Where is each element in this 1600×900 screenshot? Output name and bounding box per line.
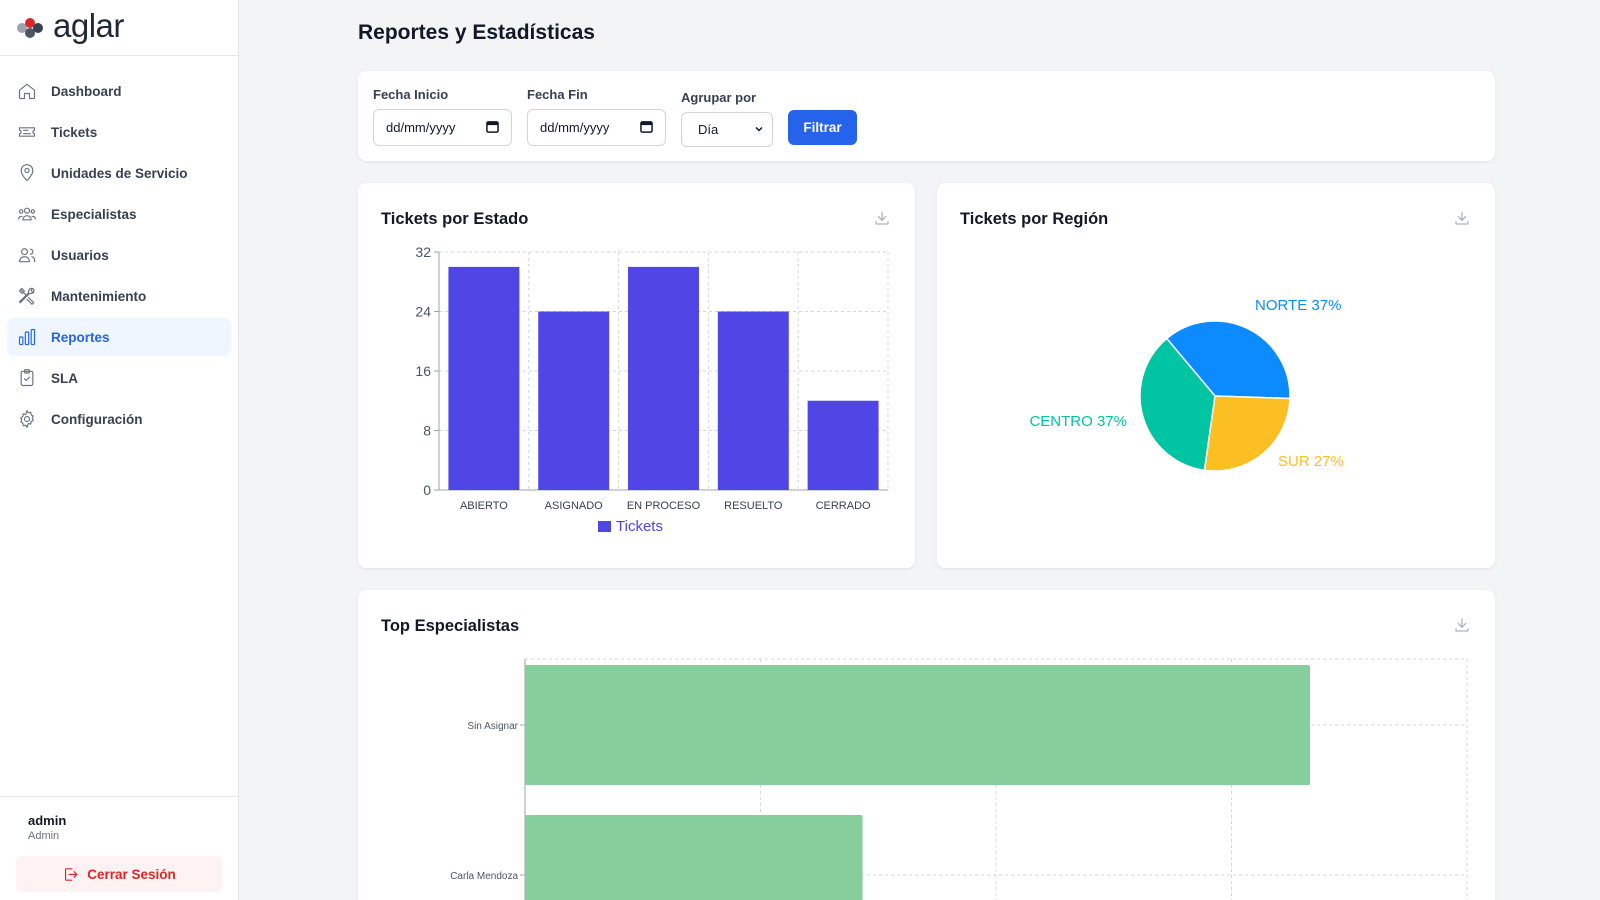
logo[interactable]: aglar	[0, 0, 238, 56]
sidebar-item-usuarios[interactable]: Usuarios	[7, 236, 231, 274]
tools-icon	[16, 285, 38, 307]
y-tick-label: 16	[415, 363, 431, 379]
card-title: Tickets por Estado	[381, 210, 529, 228]
legend-label: Tickets	[616, 518, 663, 535]
sidebar-item-reportes[interactable]: Reportes	[7, 318, 231, 356]
sidebar-item-label: Tickets	[51, 124, 98, 140]
user-block: admin Admin Cerrar Sesión	[0, 796, 238, 900]
tickets-by-state-card: Tickets por Estado 0 8 16 24 32 ABIERTO ASIGNA…	[358, 183, 915, 568]
pie-label: CENTRO 37%	[1029, 413, 1127, 430]
user-role: Admin	[28, 830, 60, 842]
bar-chart-icon	[16, 326, 38, 348]
top-specialists-chart: Sin Asignar Carla Mendoza	[450, 658, 1468, 900]
sidebar-item-label: SLA	[51, 370, 78, 386]
end-date-label: Fecha Fin	[527, 87, 588, 102]
bar	[448, 266, 520, 490]
sidebar: aglar Dashboard Tickets Unidades de Serv…	[0, 0, 239, 900]
x-tick-label: RESUELTO	[724, 500, 783, 512]
logo-text: aglar	[53, 7, 124, 44]
start-date-input[interactable]: dd/mm/yyyy	[373, 109, 512, 146]
x-tick-label: CERRADO	[816, 500, 871, 512]
sidebar-item-tickets[interactable]: Tickets	[7, 113, 231, 151]
sidebar-item-label: Configuración	[51, 411, 143, 427]
page-title: Reportes y Estadísticas	[358, 21, 595, 44]
group-by-select[interactable]: Día	[681, 112, 773, 147]
sidebar-item-configuracion[interactable]: Configuración	[7, 400, 231, 438]
bar	[525, 665, 1310, 785]
card-title: Tickets por Región	[960, 210, 1109, 228]
x-tick-label: ASIGNADO	[545, 500, 604, 512]
pie-slice	[1139, 337, 1216, 472]
sidebar-nav: Dashboard Tickets Unidades de Servicio E…	[0, 56, 238, 438]
sidebar-item-label: Especialistas	[51, 206, 137, 222]
pie-label: SUR 27%	[1278, 453, 1344, 470]
y-tick-label: Carla Mendoza	[450, 871, 518, 882]
users-group-icon	[16, 203, 38, 225]
pie-slice	[1165, 320, 1291, 400]
download-icon[interactable]	[1453, 209, 1473, 229]
clipboard-check-icon	[16, 367, 38, 389]
start-date-value: dd/mm/yyyy	[386, 120, 456, 135]
sidebar-item-sla[interactable]: SLA	[7, 359, 231, 397]
sidebar-item-label: Dashboard	[51, 83, 122, 99]
start-date-field: Fecha Inicio dd/mm/yyyy	[373, 87, 512, 146]
logout-label: Cerrar Sesión	[87, 866, 176, 882]
bar	[525, 815, 863, 900]
gear-icon	[16, 408, 38, 430]
map-pin-icon	[16, 162, 38, 184]
legend-swatch	[598, 521, 611, 532]
start-date-label: Fecha Inicio	[373, 87, 449, 102]
bar	[807, 400, 879, 490]
tickets-by-region-card: Tickets por Región NORTE 37% SUR 27% CENTR…	[937, 183, 1495, 568]
group-by-value: Día	[698, 122, 719, 137]
user-name: admin	[28, 813, 67, 828]
bar	[717, 311, 789, 490]
end-date-field: Fecha Fin dd/mm/yyyy	[527, 87, 666, 146]
pie-slice	[1203, 395, 1291, 472]
calendar-icon[interactable]	[486, 120, 499, 136]
filter-card: Fecha Inicio dd/mm/yyyy Fecha Fin dd/mm/…	[358, 71, 1495, 161]
sidebar-item-especialistas[interactable]: Especialistas	[7, 195, 231, 233]
y-tick-label: 0	[423, 482, 431, 498]
chevron-down-icon	[754, 122, 764, 137]
pie-label: NORTE 37%	[1255, 297, 1341, 314]
y-tick-label: 32	[415, 244, 431, 260]
tickets-by-region-chart: NORTE 37% SUR 27% CENTRO 37%	[1029, 297, 1344, 472]
card-title: Top Especialistas	[381, 617, 520, 635]
x-tick-label: EN PROCESO	[627, 500, 701, 512]
sidebar-item-label: Usuarios	[51, 247, 109, 263]
end-date-value: dd/mm/yyyy	[540, 120, 610, 135]
end-date-input[interactable]: dd/mm/yyyy	[527, 109, 666, 146]
group-by-field: Agrupar por Día	[681, 90, 773, 147]
sidebar-item-dashboard[interactable]: Dashboard	[7, 72, 231, 110]
sidebar-item-mantenimiento[interactable]: Mantenimiento	[7, 277, 231, 315]
y-tick-label: 8	[423, 423, 431, 439]
sidebar-item-label: Mantenimiento	[51, 288, 147, 304]
ticket-icon	[16, 121, 38, 143]
home-icon	[16, 80, 38, 102]
download-icon[interactable]	[873, 209, 893, 229]
download-icon[interactable]	[1453, 616, 1473, 636]
y-tick-label: 24	[415, 304, 431, 320]
y-tick-label: Sin Asignar	[467, 721, 518, 732]
group-by-label: Agrupar por	[681, 90, 757, 105]
filter-button[interactable]: Filtrar	[788, 110, 857, 145]
top-specialists-card: Top Especialistas Sin Asignar Carla Mendo…	[358, 590, 1495, 900]
sidebar-item-label: Reportes	[51, 329, 110, 345]
logo-mark	[17, 16, 53, 40]
logout-button[interactable]: Cerrar Sesión	[16, 856, 222, 892]
bar	[538, 311, 610, 490]
logout-icon	[65, 867, 78, 881]
sidebar-item-unidades[interactable]: Unidades de Servicio	[7, 154, 231, 192]
tickets-by-state-chart: 0 8 16 24 32 ABIERTO ASIGNADO EN PROCESO RESUELT…	[415, 244, 889, 535]
sidebar-item-label: Unidades de Servicio	[51, 165, 188, 181]
x-tick-label: ABIERTO	[460, 500, 508, 512]
calendar-icon[interactable]	[640, 120, 653, 136]
bar	[628, 266, 699, 490]
users-icon	[16, 244, 38, 266]
